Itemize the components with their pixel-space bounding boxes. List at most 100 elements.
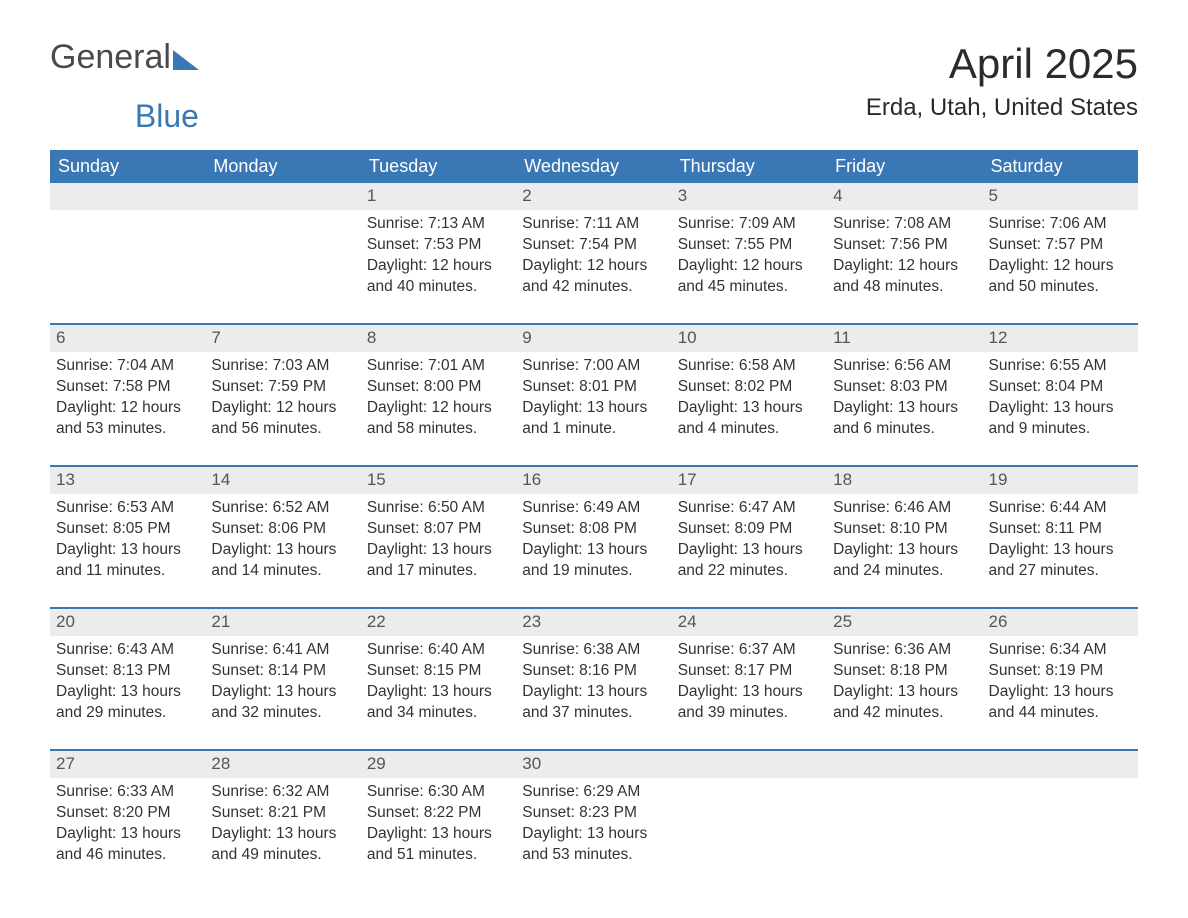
- day-body: Sunrise: 6:44 AMSunset: 8:11 PMDaylight:…: [983, 498, 1138, 582]
- daylight-line-1: Daylight: 13 hours: [833, 398, 976, 419]
- day-body: Sunrise: 6:50 AMSunset: 8:07 PMDaylight:…: [361, 498, 516, 582]
- logo-triangle-icon: [173, 50, 199, 70]
- daylight-line-1: Daylight: 13 hours: [522, 682, 665, 703]
- daylight-line-2: and 37 minutes.: [522, 703, 665, 724]
- day-number: 30: [516, 751, 671, 778]
- logo-word-2: Blue: [135, 100, 199, 132]
- day-body: Sunrise: 7:08 AMSunset: 7:56 PMDaylight:…: [827, 214, 982, 298]
- sunrise-line: Sunrise: 6:46 AM: [833, 498, 976, 519]
- daylight-line-1: Daylight: 13 hours: [211, 682, 354, 703]
- day-number: 6: [50, 325, 205, 352]
- week-row: ..1Sunrise: 7:13 AMSunset: 7:53 PMDaylig…: [50, 183, 1138, 323]
- daylight-line-1: Daylight: 12 hours: [56, 398, 199, 419]
- sunrise-line: Sunrise: 7:08 AM: [833, 214, 976, 235]
- day-number: 18: [827, 467, 982, 494]
- sunset-line: Sunset: 7:55 PM: [678, 235, 821, 256]
- day-number: 20: [50, 609, 205, 636]
- day-body: Sunrise: 6:33 AMSunset: 8:20 PMDaylight:…: [50, 782, 205, 866]
- day-cell: 22 Sunrise: 6:40 AMSunset: 8:15 PMDayligh…: [361, 609, 516, 749]
- weekday-header: Tuesday: [361, 150, 516, 183]
- day-number: 16: [516, 467, 671, 494]
- sunset-line: Sunset: 7:59 PM: [211, 377, 354, 398]
- day-cell: 26Sunrise: 6:34 AMSunset: 8:19 PMDayligh…: [983, 609, 1138, 749]
- day-body: Sunrise: 7:03 AMSunset: 7:59 PMDaylight:…: [205, 356, 360, 440]
- day-number: 25: [827, 609, 982, 636]
- sunrise-line: Sunrise: 7:03 AM: [211, 356, 354, 377]
- sunset-line: Sunset: 8:07 PM: [367, 519, 510, 540]
- day-number: 22: [361, 609, 516, 636]
- logo: General Blue: [50, 40, 199, 132]
- sunrise-line: Sunrise: 6:58 AM: [678, 356, 821, 377]
- day-number: 17: [672, 467, 827, 494]
- daylight-line-1: Daylight: 12 hours: [678, 256, 821, 277]
- day-number: 4: [827, 183, 982, 210]
- day-body: Sunrise: 6:46 AMSunset: 8:10 PMDaylight:…: [827, 498, 982, 582]
- sunrise-line: Sunrise: 6:52 AM: [211, 498, 354, 519]
- daylight-line-2: and 48 minutes.: [833, 277, 976, 298]
- day-cell: 29Sunrise: 6:30 AMSunset: 8:22 PMDayligh…: [361, 751, 516, 891]
- sunset-line: Sunset: 8:08 PM: [522, 519, 665, 540]
- day-number: 19: [983, 467, 1138, 494]
- daylight-line-1: Daylight: 13 hours: [678, 540, 821, 561]
- sunrise-line: Sunrise: 6:37 AM: [678, 640, 821, 661]
- sunrise-line: Sunrise: 6:36 AM: [833, 640, 976, 661]
- sunrise-line: Sunrise: 6:38 AM: [522, 640, 665, 661]
- sunset-line: Sunset: 7:58 PM: [56, 377, 199, 398]
- daylight-line-1: Daylight: 13 hours: [56, 540, 199, 561]
- day-cell: .: [205, 183, 360, 323]
- sunrise-line: Sunrise: 7:06 AM: [989, 214, 1132, 235]
- day-cell: .: [672, 751, 827, 891]
- daylight-line-2: and 6 minutes.: [833, 419, 976, 440]
- day-body: Sunrise: 7:00 AMSunset: 8:01 PMDaylight:…: [516, 356, 671, 440]
- daylight-line-2: and 56 minutes.: [211, 419, 354, 440]
- day-cell: 12Sunrise: 6:55 AMSunset: 8:04 PMDayligh…: [983, 325, 1138, 465]
- weekday-header: Friday: [827, 150, 982, 183]
- daylight-line-1: Daylight: 12 hours: [833, 256, 976, 277]
- day-body: Sunrise: 6:40 AMSunset: 8:15 PMDaylight:…: [361, 640, 516, 724]
- daylight-line-1: Daylight: 13 hours: [833, 682, 976, 703]
- day-number: 1: [361, 183, 516, 210]
- weekday-header: Thursday: [672, 150, 827, 183]
- weekday-header: Saturday: [983, 150, 1138, 183]
- sunrise-line: Sunrise: 6:33 AM: [56, 782, 199, 803]
- day-body: Sunrise: 6:34 AMSunset: 8:19 PMDaylight:…: [983, 640, 1138, 724]
- week-row: 27 Sunrise: 6:33 AMSunset: 8:20 PMDayligh…: [50, 749, 1138, 891]
- daylight-line-1: Daylight: 13 hours: [989, 682, 1132, 703]
- daylight-line-2: and 39 minutes.: [678, 703, 821, 724]
- sunset-line: Sunset: 8:23 PM: [522, 803, 665, 824]
- daylight-line-1: Daylight: 13 hours: [522, 398, 665, 419]
- sunset-line: Sunset: 8:04 PM: [989, 377, 1132, 398]
- sunrise-line: Sunrise: 7:01 AM: [367, 356, 510, 377]
- sunrise-line: Sunrise: 6:56 AM: [833, 356, 976, 377]
- daylight-line-1: Daylight: 13 hours: [833, 540, 976, 561]
- day-number: 27: [50, 751, 205, 778]
- daylight-line-2: and 9 minutes.: [989, 419, 1132, 440]
- day-number: .: [50, 183, 205, 210]
- weeks-container: ..1Sunrise: 7:13 AMSunset: 7:53 PMDaylig…: [50, 183, 1138, 891]
- daylight-line-2: and 51 minutes.: [367, 845, 510, 866]
- day-cell: 24Sunrise: 6:37 AMSunset: 8:17 PMDayligh…: [672, 609, 827, 749]
- sunset-line: Sunset: 8:06 PM: [211, 519, 354, 540]
- daylight-line-1: Daylight: 13 hours: [522, 540, 665, 561]
- sunrise-line: Sunrise: 7:04 AM: [56, 356, 199, 377]
- header: General Blue April 2025 Erda, Utah, Unit…: [50, 40, 1138, 132]
- week-row: 20Sunrise: 6:43 AMSunset: 8:13 PMDayligh…: [50, 607, 1138, 749]
- daylight-line-1: Daylight: 13 hours: [367, 682, 510, 703]
- day-number: .: [672, 751, 827, 778]
- daylight-line-2: and 42 minutes.: [522, 277, 665, 298]
- sunrise-line: Sunrise: 7:13 AM: [367, 214, 510, 235]
- sunrise-line: Sunrise: 6:40 AM: [367, 640, 510, 661]
- sunrise-line: Sunrise: 7:00 AM: [522, 356, 665, 377]
- daylight-line-2: and 53 minutes.: [56, 419, 199, 440]
- weekday-header-row: Sunday Monday Tuesday Wednesday Thursday…: [50, 150, 1138, 183]
- week-row: 6Sunrise: 7:04 AMSunset: 7:58 PMDaylight…: [50, 323, 1138, 465]
- day-number: 11: [827, 325, 982, 352]
- day-body: Sunrise: 6:29 AMSunset: 8:23 PMDaylight:…: [516, 782, 671, 866]
- day-number: 2: [516, 183, 671, 210]
- daylight-line-2: and 58 minutes.: [367, 419, 510, 440]
- sunset-line: Sunset: 8:05 PM: [56, 519, 199, 540]
- day-body: Sunrise: 7:09 AMSunset: 7:55 PMDaylight:…: [672, 214, 827, 298]
- sunrise-line: Sunrise: 6:34 AM: [989, 640, 1132, 661]
- daylight-line-2: and 46 minutes.: [56, 845, 199, 866]
- calendar: Sunday Monday Tuesday Wednesday Thursday…: [50, 150, 1138, 891]
